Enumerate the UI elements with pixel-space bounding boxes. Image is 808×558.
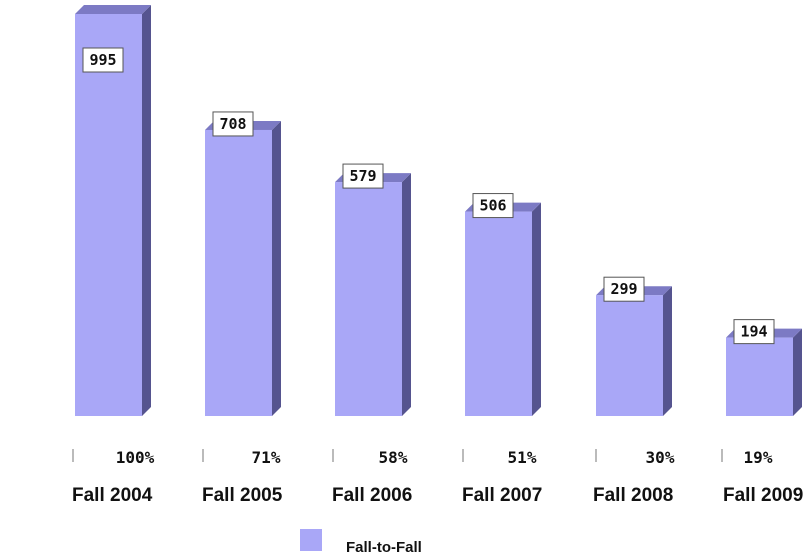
bar-fall-2007	[465, 202, 541, 416]
legend: Fall-to-Fall	[300, 529, 422, 556]
bar-front	[726, 337, 793, 416]
data-label-text: 995	[89, 51, 116, 69]
data-label-box	[603, 276, 645, 302]
data-label: 299	[603, 276, 645, 302]
bars-layer	[75, 5, 802, 416]
bar-fall-2006	[335, 173, 411, 416]
data-label: 708	[212, 111, 254, 137]
category-label: Fall 2008	[593, 485, 673, 506]
category-label: Fall 2005	[202, 485, 283, 506]
bar-top	[75, 5, 151, 14]
data-label-box	[342, 163, 384, 189]
data-label-box	[733, 319, 775, 345]
bar-side	[532, 202, 541, 416]
percent-label: 30%	[646, 448, 675, 467]
category-label: Fall 2004	[72, 485, 153, 506]
bar-front	[75, 14, 142, 416]
data-label-box	[82, 47, 124, 73]
bar-front	[596, 295, 663, 416]
bar-fall-2009	[726, 328, 802, 416]
percent-label: 71%	[252, 448, 281, 467]
bar-side	[663, 286, 672, 416]
percent-labels-layer: 100% 71% 58% 51% 30% 19%	[72, 448, 773, 467]
percent-label: 51%	[508, 448, 537, 467]
percent-label: 19%	[744, 448, 773, 467]
bar-front	[335, 182, 402, 416]
bar-fall-2005	[205, 120, 281, 416]
data-label-box	[472, 193, 514, 219]
category-label: Fall 2009	[723, 485, 803, 506]
data-label: 995	[82, 47, 124, 73]
legend-label: Fall-to-Fall	[346, 539, 422, 556]
data-label: 506	[472, 193, 514, 219]
bar-fall-2008	[596, 286, 672, 416]
data-label-box	[212, 111, 254, 137]
bar-front	[205, 129, 272, 416]
data-label-text: 506	[479, 197, 506, 215]
bar-fall-2004	[75, 5, 151, 416]
data-label-text: 579	[349, 167, 376, 185]
data-label-text: 194	[740, 323, 767, 341]
percent-label: 100%	[116, 448, 155, 467]
data-label: 194	[733, 319, 775, 345]
bar-side	[402, 173, 411, 416]
legend-swatch	[300, 529, 322, 551]
data-labels-layer: 995 708 579 506 299 194	[82, 47, 775, 345]
data-label-text: 708	[219, 115, 246, 133]
bar-side	[793, 328, 802, 416]
category-labels-layer: Fall 2004 Fall 2005 Fall 2006 Fall 2007 Fall…	[72, 485, 803, 506]
bar-front	[465, 211, 532, 416]
category-label: Fall 2007	[462, 485, 542, 506]
bar-side	[142, 5, 151, 416]
bar-side	[272, 120, 281, 416]
category-label: Fall 2006	[332, 485, 412, 506]
data-label-text: 299	[610, 280, 637, 298]
data-label: 579	[342, 163, 384, 189]
percent-label: 58%	[379, 448, 408, 467]
